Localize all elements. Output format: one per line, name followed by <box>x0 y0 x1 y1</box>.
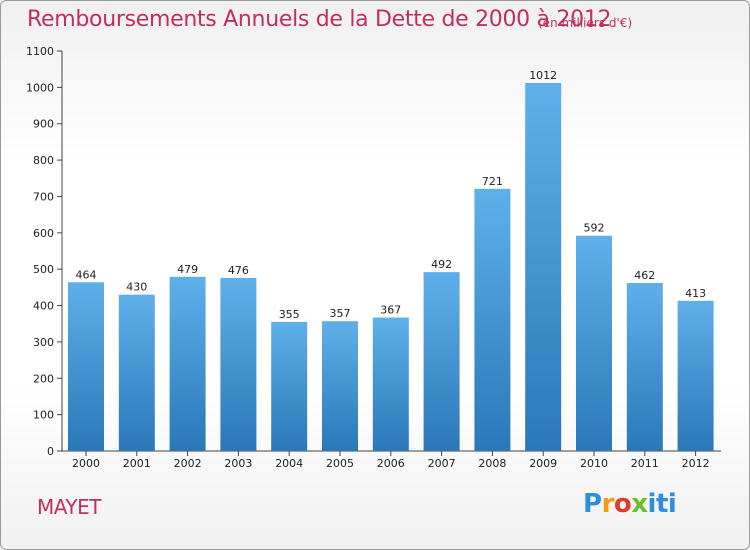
x-tick-label: 2000 <box>72 457 100 470</box>
y-tick-label: 600 <box>33 227 54 240</box>
data-label: 430 <box>126 281 147 294</box>
data-label: 592 <box>584 222 605 235</box>
bar <box>118 294 155 451</box>
data-label: 355 <box>279 308 300 321</box>
commune-name: MAYET <box>37 495 101 519</box>
x-tick-label: 2004 <box>275 457 303 470</box>
data-label: 464 <box>76 268 97 281</box>
y-tick-label: 300 <box>33 336 54 349</box>
bar <box>271 321 308 451</box>
bar <box>423 272 460 451</box>
proxiti-logo: Proxiti <box>583 489 677 519</box>
y-tick-label: 900 <box>33 118 54 131</box>
bar <box>372 317 409 451</box>
y-tick-label: 1000 <box>26 81 54 94</box>
y-tick-label: 1100 <box>26 45 54 58</box>
y-tick-label: 400 <box>33 300 54 313</box>
bar <box>626 283 663 451</box>
y-tick-label: 100 <box>33 409 54 422</box>
data-label: 413 <box>685 287 706 300</box>
x-tick-label: 2008 <box>478 457 506 470</box>
bar <box>169 276 206 451</box>
data-label: 492 <box>431 258 452 271</box>
x-tick-label: 2002 <box>174 457 202 470</box>
y-tick-label: 200 <box>33 372 54 385</box>
y-tick-label: 700 <box>33 190 54 203</box>
bar <box>525 83 562 451</box>
y-tick-label: 500 <box>33 263 54 276</box>
x-tick-label: 2009 <box>529 457 557 470</box>
chart-title: Remboursements Annuels de la Dette de 20… <box>27 7 612 32</box>
data-label: 1012 <box>529 69 557 82</box>
data-label: 367 <box>380 304 401 317</box>
bar <box>68 282 104 451</box>
x-tick-label: 2003 <box>224 457 252 470</box>
data-label: 357 <box>330 307 351 320</box>
x-tick-label: 2007 <box>428 457 456 470</box>
x-tick-label: 2011 <box>631 457 659 470</box>
bar <box>677 300 714 451</box>
data-label: 721 <box>482 175 503 188</box>
y-tick-label: 800 <box>33 154 54 167</box>
bar <box>576 235 612 451</box>
chart-unit: (en milliers d'€) <box>538 16 633 30</box>
x-tick-label: 2001 <box>123 457 151 470</box>
bar <box>474 188 511 451</box>
data-label: 479 <box>177 263 198 276</box>
x-tick-label: 2006 <box>377 457 405 470</box>
data-label: 476 <box>228 264 249 277</box>
bar <box>322 321 358 451</box>
x-tick-label: 2010 <box>580 457 608 470</box>
data-label: 462 <box>634 269 655 282</box>
x-tick-label: 2005 <box>326 457 354 470</box>
bar <box>220 277 257 451</box>
y-tick-label: 0 <box>47 445 54 458</box>
x-tick-label: 2012 <box>682 457 710 470</box>
